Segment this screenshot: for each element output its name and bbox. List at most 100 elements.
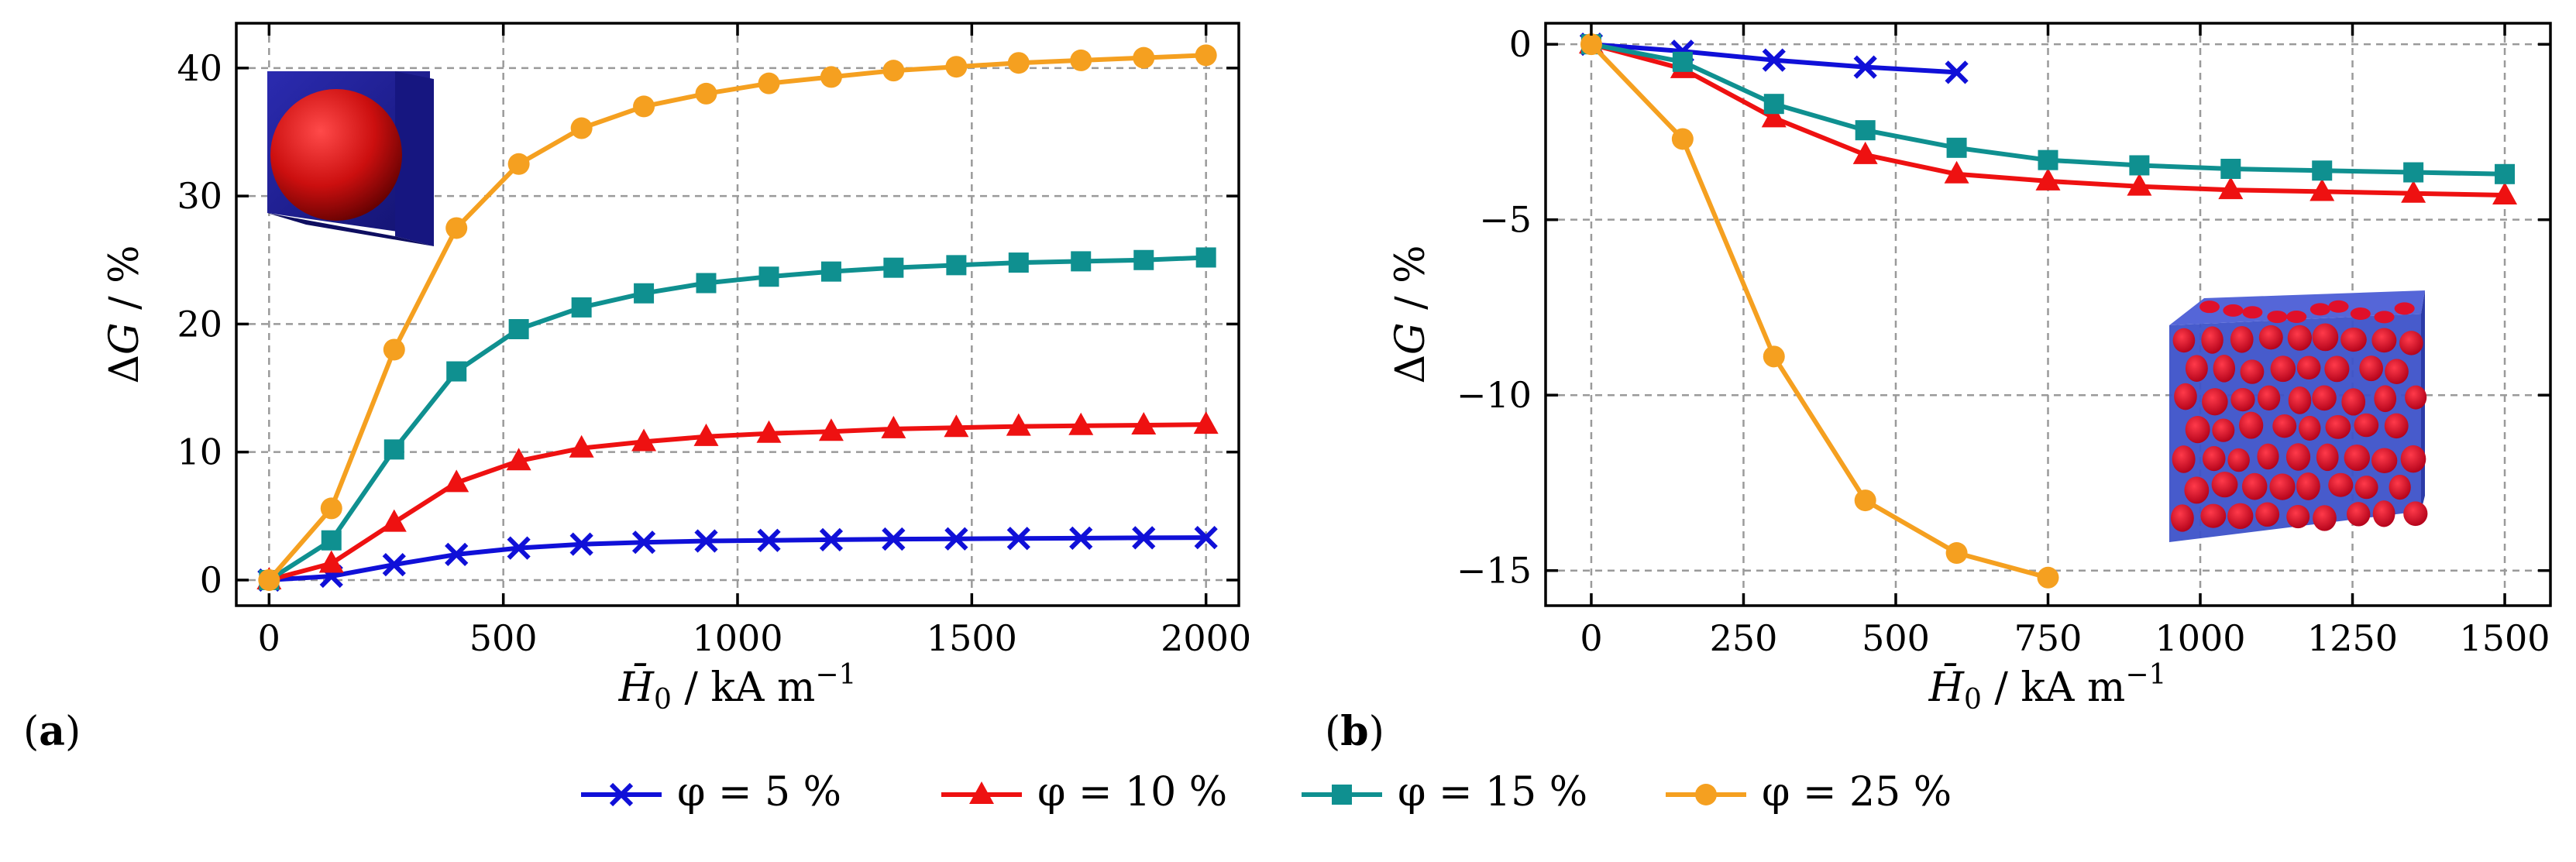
inset-particle	[2324, 355, 2350, 383]
data-point	[634, 283, 655, 304]
inset-particle-top	[2199, 300, 2220, 314]
inset-particle	[2212, 418, 2235, 442]
inset-particle-top	[2286, 311, 2307, 324]
data-point	[2037, 566, 2059, 589]
data-point	[2220, 159, 2241, 179]
legend: φ = 5 % φ = 10 % φ = 15 % φ = 25 %	[581, 769, 1952, 816]
data-point	[1006, 527, 1030, 551]
panel-a-ylabel: ΔG / %	[101, 245, 148, 383]
x-tick-label: 2000	[1161, 617, 1251, 659]
data-point	[2401, 180, 2426, 203]
inset-particle	[2399, 331, 2423, 355]
inset-particle	[2296, 355, 2321, 380]
inset-particle	[2240, 359, 2265, 384]
inset-particle	[2201, 326, 2223, 354]
series-circle	[258, 44, 1217, 591]
inset-particle	[2286, 504, 2310, 529]
legend-item: φ = 25 %	[1666, 769, 1952, 816]
inset-particle-top	[2242, 306, 2263, 319]
panel-a-series	[256, 44, 1219, 592]
inset-particle	[2299, 415, 2321, 441]
inset-particle	[2272, 414, 2297, 438]
inset-particle	[2385, 359, 2409, 385]
data-point	[882, 527, 906, 551]
inset-particle	[2344, 444, 2371, 472]
inset-particle	[2340, 327, 2367, 352]
data-point	[631, 428, 657, 452]
data-point	[2312, 160, 2333, 181]
data-point	[1761, 105, 1787, 128]
data-point	[883, 257, 904, 278]
legend-label: φ = 25 %	[1762, 769, 1952, 816]
data-point	[1070, 49, 1092, 71]
inset-particle	[2359, 355, 2383, 382]
data-point	[1008, 252, 1029, 273]
series-line	[1589, 43, 2049, 580]
data-point	[445, 542, 469, 567]
legend-label: φ = 10 %	[1037, 769, 1227, 816]
data-point	[318, 550, 344, 573]
panel-b-label: (b)	[1325, 708, 1384, 755]
data-point	[1195, 247, 1216, 268]
panel-b-ylabel: ΔG / %	[1388, 245, 1434, 383]
inset-particle	[2202, 446, 2226, 472]
data-point	[383, 338, 405, 361]
data-point	[445, 217, 468, 239]
inset-particle	[2270, 355, 2296, 383]
data-point	[1007, 52, 1030, 74]
inset-particle	[2287, 325, 2313, 351]
inset-particle	[2241, 472, 2268, 500]
series-x	[1579, 33, 1969, 84]
inset-particle	[2312, 385, 2337, 411]
inset-particle	[2213, 355, 2236, 383]
panel-a-ticks: 0 500 1000 1500 2000 0 10 20 30 40	[177, 23, 1251, 659]
data-point	[1762, 48, 1786, 72]
inset-particle-top	[2267, 311, 2288, 324]
inset-particle-top	[2394, 302, 2415, 315]
data-point	[508, 319, 529, 340]
data-point	[381, 509, 407, 532]
inset-particle	[2172, 328, 2196, 353]
data-point	[1763, 345, 1785, 368]
data-point	[1194, 525, 1218, 550]
legend-marker	[1332, 785, 1352, 805]
legend-marker	[609, 782, 634, 807]
inset-particle	[2211, 471, 2238, 498]
data-point	[820, 66, 842, 88]
data-point	[693, 423, 719, 446]
inset-particle	[2255, 502, 2280, 527]
inset-particle	[2200, 503, 2227, 528]
data-point	[571, 297, 592, 318]
inset-particle	[2184, 476, 2210, 504]
inset-particle	[2403, 501, 2428, 527]
data-point	[696, 273, 717, 294]
inset-particle	[2316, 443, 2339, 472]
inset-particle	[2341, 388, 2366, 416]
data-point	[1071, 251, 1092, 272]
panel-a-inset-sphere-cube	[267, 71, 434, 246]
data-point	[1853, 55, 1877, 79]
series-square	[259, 247, 1216, 590]
panel-a-chart: 0 500 1000 1500 2000 0 10 20 30 40 H̄0 / kA m−1 Δ…	[23, 22, 1251, 755]
data-point	[383, 439, 404, 460]
inset-particle	[2371, 328, 2397, 353]
inset-particle	[2202, 388, 2228, 416]
series-triangle	[1578, 31, 2518, 204]
series-line	[267, 255, 1206, 582]
inset-particle	[2371, 448, 2398, 473]
data-point	[446, 361, 467, 382]
inset-particle	[2346, 502, 2371, 527]
data-point	[881, 415, 906, 438]
data-point	[1580, 33, 1602, 56]
y-tick-label: 30	[177, 175, 222, 217]
data-point	[1068, 412, 1094, 435]
data-point	[321, 530, 342, 551]
inset-particle	[2372, 500, 2395, 527]
data-point	[506, 448, 531, 471]
data-point	[382, 552, 406, 577]
legend-label: φ = 15 %	[1398, 769, 1587, 816]
inset-particle	[2269, 473, 2296, 500]
inset-particle	[2258, 325, 2283, 350]
inset-particle	[2405, 385, 2427, 410]
